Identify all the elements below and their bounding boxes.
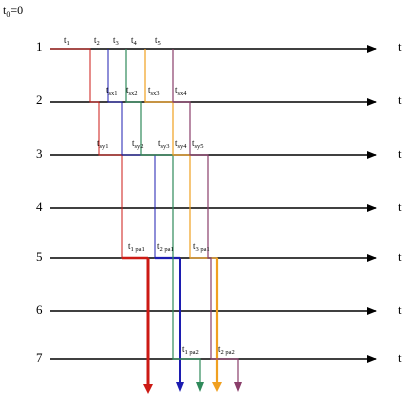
- label-t4: t4: [131, 35, 138, 47]
- label-tsy1: tsy1: [97, 138, 109, 150]
- label-t2-pa2: t2 pa2: [218, 344, 235, 356]
- orange-path: [144, 49, 222, 392]
- timeline-6: 6 t: [36, 302, 402, 317]
- red-arrowhead: [143, 384, 153, 394]
- label-tsx3: tsx3: [148, 85, 160, 97]
- label-t1-pa2: t1 pa2: [182, 344, 199, 356]
- axis-t-label: t: [398, 350, 402, 365]
- row-number: 4: [36, 199, 43, 214]
- axis-t-label: t: [398, 249, 402, 264]
- axis-t-label: t: [398, 146, 402, 161]
- timeline-4: 4 t: [36, 199, 402, 214]
- label-tsx1: tsx1: [106, 85, 118, 97]
- row-number: 3: [36, 146, 43, 161]
- axis-t-label: t: [398, 39, 402, 54]
- timeline-1: 1 t: [36, 39, 402, 54]
- label-t1: t1: [64, 35, 70, 47]
- label-t2-pa1: t2 pa1: [157, 241, 174, 253]
- axis-t-label: t: [398, 92, 402, 107]
- row-number: 7: [36, 350, 43, 365]
- label-tsx2: tsx2: [126, 85, 138, 97]
- timeline-3: 3 t: [36, 146, 402, 161]
- row-number: 1: [36, 39, 43, 54]
- row-number: 6: [36, 302, 43, 317]
- label-tsx4: tsx4: [175, 85, 187, 97]
- blue-path: [107, 49, 184, 392]
- label-t5: t5: [155, 35, 161, 47]
- axis-t-label: t: [398, 302, 402, 317]
- label-tsy3: tsy3: [158, 138, 170, 150]
- row-number: 5: [36, 249, 43, 264]
- label-t3: t3: [113, 35, 119, 47]
- row-number: 2: [36, 92, 43, 107]
- purple-arrowhead: [234, 382, 242, 392]
- timeline-5: 5 t: [36, 249, 402, 264]
- label-tsy5: tsy5: [192, 138, 204, 150]
- axis-t-label: t: [398, 199, 402, 214]
- timeline-2: 2 t: [36, 92, 402, 107]
- blue-arrowhead: [176, 382, 184, 392]
- label-t2: t2: [94, 35, 100, 47]
- orange-arrowhead: [212, 382, 222, 392]
- green-path: [125, 49, 204, 392]
- origin-label: t0=0: [3, 3, 23, 19]
- green-arrowhead: [196, 382, 204, 392]
- label-t1-pa1: t1 pa1: [128, 241, 145, 253]
- red-path: [50, 48, 153, 394]
- purple-path: [172, 49, 242, 392]
- label-t3-pa1: t3 pa1: [193, 241, 210, 253]
- label-tsy2: tsy2: [132, 138, 144, 150]
- label-tsy4: tsy4: [175, 138, 187, 150]
